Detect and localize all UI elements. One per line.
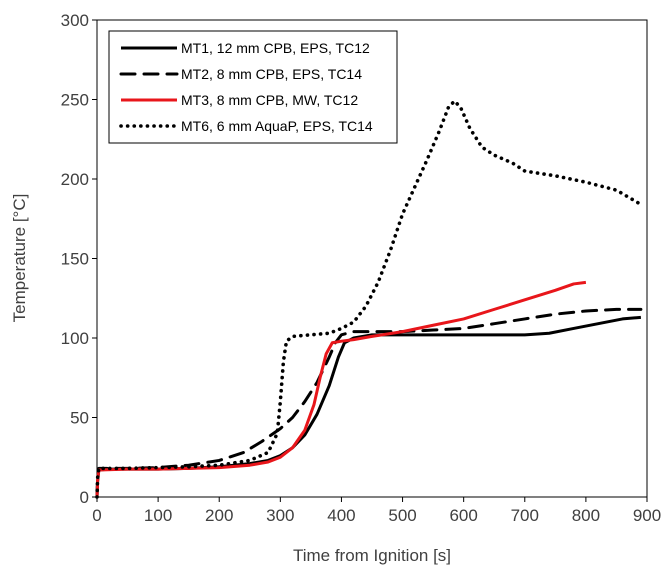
axis-ticks: 0 100 200 300 400 500 600 700 800 900 0 50 100 150 200… xyxy=(61,11,662,525)
legend-label: MT6, 6 mm AquaP, EPS, TC14 xyxy=(181,118,373,134)
x-tick-label: 0 xyxy=(92,506,101,525)
x-tick-label: 900 xyxy=(633,506,661,525)
y-tick-label: 150 xyxy=(61,250,89,269)
legend-box xyxy=(108,30,398,144)
x-tick-label: 300 xyxy=(266,506,294,525)
y-tick-label: 0 xyxy=(80,488,89,507)
x-tick-label: 700 xyxy=(511,506,539,525)
legend: MT1, 12 mm CPB, EPS, TC12 MT2, 8 mm CPB, … xyxy=(108,30,398,144)
series-line-3 xyxy=(95,280,587,498)
y-tick-label: 300 xyxy=(61,11,89,30)
legend-label: MT1, 12 mm CPB, EPS, TC12 xyxy=(181,40,370,56)
legend-label: MT3, 8 mm CPB, MW, TC12 xyxy=(181,92,358,108)
y-axis-label: Temperature [°C] xyxy=(10,194,29,323)
series-layer xyxy=(95,99,643,499)
y-tick-label: 50 xyxy=(70,409,89,428)
legend-label: MT2, 8 mm CPB, EPS, TC14 xyxy=(181,66,362,82)
series-line-4 xyxy=(95,99,643,499)
x-tick-label: 100 xyxy=(144,506,172,525)
y-tick-label: 100 xyxy=(61,329,89,348)
y-tick-label: 250 xyxy=(61,91,89,110)
y-tick-label: 200 xyxy=(61,170,89,189)
x-tick-label: 200 xyxy=(205,506,233,525)
x-axis-label: Time from Ignition [s] xyxy=(293,546,451,565)
x-tick-label: 500 xyxy=(388,506,416,525)
x-tick-label: 600 xyxy=(449,506,477,525)
x-tick-label: 400 xyxy=(327,506,355,525)
x-tick-label: 800 xyxy=(572,506,600,525)
